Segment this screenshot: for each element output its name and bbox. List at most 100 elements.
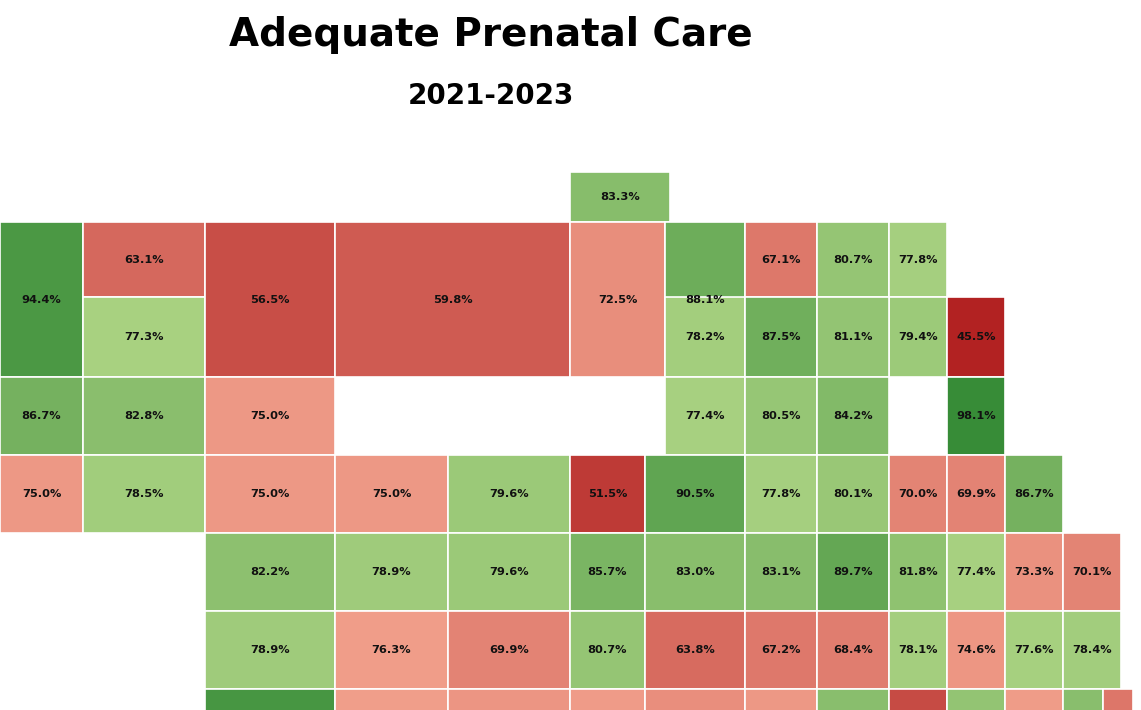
Text: 98.1%: 98.1% <box>956 411 996 421</box>
Text: 70.1%: 70.1% <box>1073 567 1111 577</box>
Bar <box>83 455 205 533</box>
Bar <box>817 222 889 297</box>
Text: 45.5%: 45.5% <box>956 332 996 342</box>
Bar <box>645 455 745 533</box>
Text: 81.1%: 81.1% <box>833 332 873 342</box>
Bar <box>947 611 1005 689</box>
Bar <box>889 222 947 297</box>
Text: 67.2%: 67.2% <box>761 645 801 655</box>
Bar <box>947 533 1005 611</box>
Text: 77.8%: 77.8% <box>761 489 801 499</box>
Text: 59.8%: 59.8% <box>432 295 472 305</box>
Bar <box>335 222 570 377</box>
Bar <box>889 611 947 689</box>
Bar <box>1005 455 1063 533</box>
Text: 80.7%: 80.7% <box>588 645 628 655</box>
Text: 78.9%: 78.9% <box>250 645 290 655</box>
Text: 77.3%: 77.3% <box>124 332 164 342</box>
Bar <box>745 689 817 710</box>
Text: 77.4%: 77.4% <box>686 411 725 421</box>
Bar <box>645 611 745 689</box>
Bar <box>448 689 570 710</box>
Bar <box>665 297 745 377</box>
Bar <box>448 455 570 533</box>
Text: 77.6%: 77.6% <box>1014 645 1054 655</box>
Text: 83.3%: 83.3% <box>600 192 640 202</box>
Bar <box>889 533 947 611</box>
Text: 83.1%: 83.1% <box>761 567 801 577</box>
Bar <box>745 297 817 377</box>
Bar <box>0 455 83 533</box>
Bar <box>205 611 335 689</box>
Bar <box>205 455 335 533</box>
Bar <box>335 533 448 611</box>
Text: 82.8%: 82.8% <box>124 411 164 421</box>
Text: 79.6%: 79.6% <box>489 567 528 577</box>
Bar <box>947 297 1005 377</box>
Text: 80.7%: 80.7% <box>833 255 873 265</box>
Bar <box>1005 689 1063 710</box>
Text: 77.4%: 77.4% <box>956 567 996 577</box>
Text: 79.4%: 79.4% <box>898 332 938 342</box>
Text: 79.6%: 79.6% <box>489 489 528 499</box>
Text: 77.8%: 77.8% <box>898 255 938 265</box>
Text: 75.0%: 75.0% <box>22 489 62 499</box>
Text: 63.8%: 63.8% <box>675 645 715 655</box>
Bar <box>205 377 335 455</box>
Bar <box>1063 611 1120 689</box>
Bar <box>570 455 645 533</box>
Bar <box>1005 533 1063 611</box>
Text: 86.7%: 86.7% <box>1014 489 1054 499</box>
Text: 94.4%: 94.4% <box>22 295 62 305</box>
Text: 89.7%: 89.7% <box>833 567 873 577</box>
Bar <box>947 455 1005 533</box>
Bar <box>570 222 665 377</box>
Bar <box>745 611 817 689</box>
Text: 86.7%: 86.7% <box>22 411 62 421</box>
Text: 69.9%: 69.9% <box>489 645 529 655</box>
Text: 56.5%: 56.5% <box>250 295 290 305</box>
Text: 78.4%: 78.4% <box>1073 645 1111 655</box>
Text: 75.0%: 75.0% <box>250 489 290 499</box>
Text: 88.1%: 88.1% <box>686 295 725 305</box>
Bar <box>570 689 645 710</box>
Bar <box>817 377 889 455</box>
Bar <box>645 533 745 611</box>
Bar <box>817 533 889 611</box>
Bar <box>83 297 205 377</box>
Bar <box>83 377 205 455</box>
Bar <box>570 611 645 689</box>
Text: 63.1%: 63.1% <box>124 255 164 265</box>
Text: 75.0%: 75.0% <box>372 489 411 499</box>
Text: 80.1%: 80.1% <box>833 489 873 499</box>
Bar <box>745 533 817 611</box>
Text: 81.8%: 81.8% <box>898 567 938 577</box>
Bar <box>889 297 947 377</box>
Text: 69.9%: 69.9% <box>956 489 996 499</box>
Text: 67.1%: 67.1% <box>761 255 801 265</box>
Bar <box>947 377 1005 455</box>
Bar <box>0 222 83 377</box>
Text: Adequate Prenatal Care: Adequate Prenatal Care <box>229 16 752 54</box>
Text: 78.9%: 78.9% <box>372 567 411 577</box>
Text: 82.2%: 82.2% <box>250 567 290 577</box>
Text: 51.5%: 51.5% <box>588 489 628 499</box>
Bar <box>745 222 817 297</box>
Bar <box>570 172 670 222</box>
Bar <box>1063 689 1103 710</box>
Bar <box>817 297 889 377</box>
Text: 80.5%: 80.5% <box>761 411 801 421</box>
Bar <box>1063 533 1120 611</box>
Bar <box>1103 689 1133 710</box>
Bar <box>83 222 205 297</box>
Bar <box>947 689 1005 710</box>
Bar <box>0 377 83 455</box>
Text: 68.4%: 68.4% <box>833 645 873 655</box>
Text: 74.6%: 74.6% <box>956 645 996 655</box>
Bar <box>817 611 889 689</box>
Bar <box>645 689 745 710</box>
Text: 87.5%: 87.5% <box>761 332 801 342</box>
Text: 72.5%: 72.5% <box>598 295 637 305</box>
Text: 84.2%: 84.2% <box>833 411 873 421</box>
Bar <box>745 455 817 533</box>
